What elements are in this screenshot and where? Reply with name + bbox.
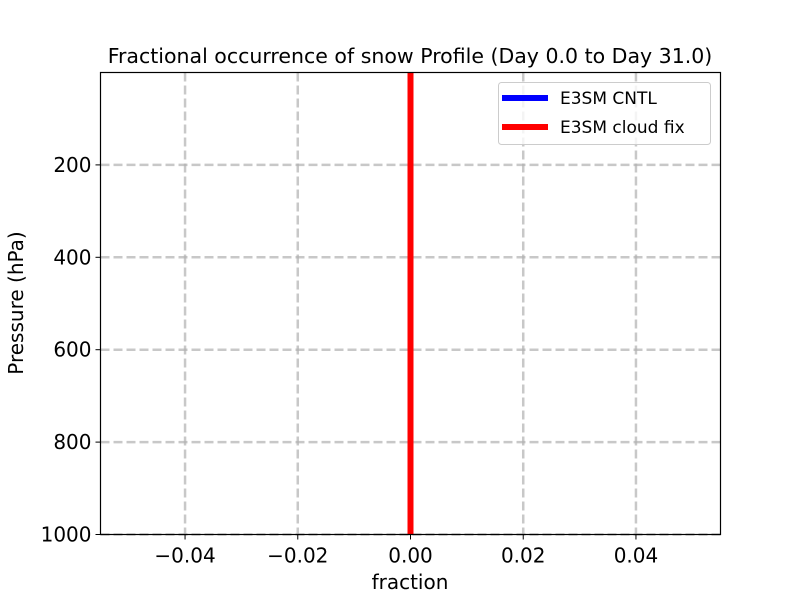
- y-tick-label: 200: [53, 153, 91, 177]
- y-tick-label: 1000: [41, 523, 92, 547]
- y-axis-label: Pressure (hPa): [4, 231, 28, 374]
- x-tick-label: 0.00: [388, 544, 433, 568]
- legend-label: E3SM CNTL: [560, 89, 657, 109]
- legend-label: E3SM cloud fix: [560, 118, 685, 138]
- y-tick-label: 400: [53, 245, 91, 269]
- x-tick-label: 0.02: [501, 544, 546, 568]
- x-tick-label: −0.02: [267, 544, 328, 568]
- y-axis-ticks: 200 400 600 800 1000: [41, 153, 101, 547]
- legend: E3SM CNTL E3SM cloud fix: [498, 82, 711, 145]
- x-tick-label: 0.04: [614, 544, 659, 568]
- y-tick-label: 600: [53, 338, 91, 362]
- y-tick-label: 800: [53, 430, 91, 454]
- legend-box: [498, 82, 711, 145]
- x-tick-label: −0.04: [154, 544, 215, 568]
- x-axis-ticks: −0.04 −0.02 0.00 0.02 0.04: [154, 534, 659, 568]
- x-axis-label: fraction: [372, 570, 449, 594]
- chart-title: Fractional occurrence of snow Profile (D…: [108, 44, 713, 68]
